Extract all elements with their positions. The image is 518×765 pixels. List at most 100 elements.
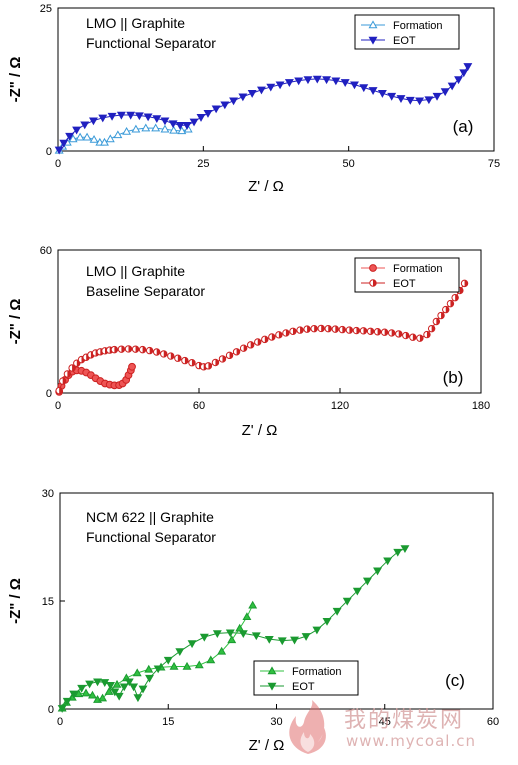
data-point-fill [62, 377, 66, 385]
data-point-fill [335, 325, 339, 333]
data-point [133, 694, 143, 703]
data-point [373, 567, 382, 576]
data-point-fill [441, 312, 445, 319]
data-point [93, 678, 102, 687]
data-point-fill [243, 344, 247, 352]
x-tick-label: 25 [197, 158, 209, 170]
data-point [248, 600, 258, 609]
data-point [393, 548, 403, 557]
data-point-fill [405, 332, 409, 339]
data-point-fill [431, 325, 435, 332]
data-point-fill [459, 287, 464, 294]
data-point-fill [363, 327, 367, 334]
data-point-fill [436, 318, 440, 325]
data-point [459, 69, 469, 78]
watermark-url: www.mycoal.cn [346, 732, 476, 750]
data-point-fill [342, 326, 346, 333]
legend-label: EOT [393, 278, 416, 290]
data-point [74, 689, 84, 698]
data-point [69, 690, 79, 699]
chart-panel-a: 0 25 50 75 0 25 Z' / Ω -Z" / Ω LMO || Graphite Fu… [7, 3, 500, 195]
data-point [290, 636, 300, 645]
data-point [225, 629, 235, 638]
data-point [352, 587, 362, 596]
y-tick-label: 60 [40, 245, 52, 257]
data-point [277, 637, 287, 646]
x-tick-label: 45 [379, 716, 391, 728]
data-point [106, 682, 115, 690]
data-point [206, 655, 216, 664]
data-point [82, 132, 92, 141]
data-point [440, 88, 450, 97]
y-axis-label: -Z" / Ω [7, 57, 24, 103]
legend: Formation EOT [253, 660, 359, 696]
data-point [169, 661, 179, 670]
legend-label: Formation [393, 20, 443, 32]
data-point [196, 114, 206, 122]
data-point [235, 623, 245, 632]
watermark-cn: 我的煤炭网 [344, 708, 465, 733]
data-point [238, 93, 248, 102]
data-point [144, 664, 154, 673]
data-point [129, 683, 139, 692]
data-point [368, 87, 378, 95]
data-point-fill [426, 331, 431, 338]
data-point-fill [314, 325, 318, 332]
data-point-fill [464, 280, 468, 287]
data-point-fill [391, 329, 395, 337]
panel-label: (c) [445, 671, 465, 690]
data-point [119, 683, 129, 692]
x-tick-label: 120 [331, 400, 349, 412]
legend-label: Formation [393, 263, 443, 275]
data-point [54, 146, 64, 155]
data-point [131, 124, 141, 133]
data-point [359, 84, 369, 93]
data-point-fill [229, 352, 233, 359]
plot-frame [57, 249, 482, 394]
y-tick-label: 0 [48, 704, 54, 716]
x-tick-label: 60 [487, 716, 499, 728]
data-point [189, 118, 199, 127]
data-point [169, 125, 179, 134]
annotation-line: LMO || Graphite [86, 15, 185, 31]
data-point [322, 76, 332, 85]
data-point [229, 97, 239, 106]
x-tick-label: 30 [270, 716, 282, 728]
x-axis-label: Z' / Ω [248, 178, 284, 195]
data-point [138, 685, 148, 694]
data-point [247, 90, 257, 98]
annotation-line: LMO || Graphite [86, 263, 185, 279]
data-point [98, 114, 108, 123]
panel-label: (b) [443, 368, 464, 387]
series-line [61, 605, 254, 709]
data-point [62, 697, 72, 706]
data-point-fill [419, 334, 424, 342]
data-point [383, 557, 393, 566]
data-point-fill [384, 329, 388, 336]
legend-marker [368, 20, 378, 29]
data-point [160, 117, 170, 126]
legend-label: EOT [292, 681, 315, 693]
data-point [175, 648, 185, 657]
y-tick-label: 15 [42, 596, 54, 608]
data-point-fill [285, 329, 290, 337]
data-point-fill [163, 350, 167, 358]
data-point [143, 113, 153, 122]
data-point-fill [156, 348, 160, 356]
series-eot [55, 279, 469, 395]
data-point [415, 97, 425, 106]
data-point [152, 115, 162, 124]
data-point [432, 92, 442, 101]
data-point [227, 635, 237, 644]
data-point [377, 90, 387, 98]
data-point-fill [271, 333, 276, 341]
data-point-fill [236, 348, 240, 355]
data-point [57, 705, 67, 713]
data-point-fill [149, 347, 153, 354]
data-point [182, 661, 192, 670]
data-point-fill [328, 325, 332, 332]
data-point [350, 81, 359, 90]
data-point-fill [293, 328, 297, 335]
data-point-fill [264, 336, 268, 343]
